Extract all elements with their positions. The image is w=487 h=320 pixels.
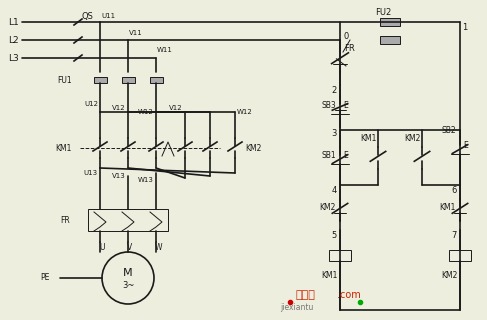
Text: 接线图: 接线图	[295, 290, 315, 300]
Text: U12: U12	[84, 101, 98, 107]
Text: KM2: KM2	[245, 143, 262, 153]
Text: 0: 0	[343, 31, 348, 41]
Bar	[380, 36, 400, 44]
Text: U11: U11	[101, 13, 115, 19]
Text: FR: FR	[344, 44, 355, 52]
Text: U: U	[99, 243, 105, 252]
Text: W11: W11	[157, 47, 173, 53]
Text: E: E	[343, 100, 348, 109]
Text: M: M	[123, 268, 133, 278]
Text: V: V	[127, 243, 132, 252]
Text: PE: PE	[40, 274, 50, 283]
Bar	[88, 209, 168, 231]
Text: FU2: FU2	[375, 7, 391, 17]
Text: W: W	[155, 243, 163, 252]
Text: W13: W13	[138, 177, 154, 183]
Text: FR: FR	[60, 215, 70, 225]
Text: KM1: KM1	[321, 270, 337, 279]
Text: V13: V13	[112, 173, 126, 179]
Text: L1: L1	[8, 18, 19, 27]
Bar	[449, 250, 471, 260]
Text: SB1: SB1	[321, 150, 336, 159]
Text: KM2: KM2	[319, 203, 336, 212]
Text: KM2: KM2	[441, 270, 457, 279]
Text: 3~: 3~	[122, 281, 134, 290]
Text: KM1: KM1	[56, 143, 72, 153]
Text: .com: .com	[337, 290, 361, 300]
Text: KM1: KM1	[440, 203, 456, 212]
Text: V12: V12	[169, 105, 183, 111]
Text: E: E	[463, 140, 468, 149]
Bar	[121, 77, 134, 83]
Text: V12: V12	[112, 105, 126, 111]
Text: W12: W12	[237, 109, 253, 115]
Text: 6: 6	[451, 186, 457, 195]
Bar	[94, 77, 107, 83]
Text: SB3: SB3	[321, 100, 336, 109]
Text: FU1: FU1	[57, 76, 72, 84]
Bar	[150, 77, 163, 83]
Text: U13: U13	[84, 170, 98, 176]
Text: W12: W12	[138, 109, 154, 115]
Text: 2: 2	[332, 85, 337, 94]
Text: KM2: KM2	[404, 133, 420, 142]
Text: 3: 3	[332, 129, 337, 138]
Text: E: E	[343, 150, 348, 159]
Text: L2: L2	[8, 36, 19, 44]
Text: 1: 1	[462, 22, 467, 31]
Text: SB2: SB2	[441, 125, 456, 134]
Text: KM1: KM1	[360, 133, 376, 142]
Text: 7: 7	[451, 230, 457, 239]
Text: 5: 5	[332, 230, 337, 239]
Text: L3: L3	[8, 53, 19, 62]
Text: QS: QS	[82, 12, 94, 20]
Bar	[329, 250, 351, 260]
Text: jiexiantu: jiexiantu	[280, 303, 313, 313]
Text: V11: V11	[129, 30, 143, 36]
Bar	[380, 18, 400, 26]
Text: 4: 4	[332, 186, 337, 195]
